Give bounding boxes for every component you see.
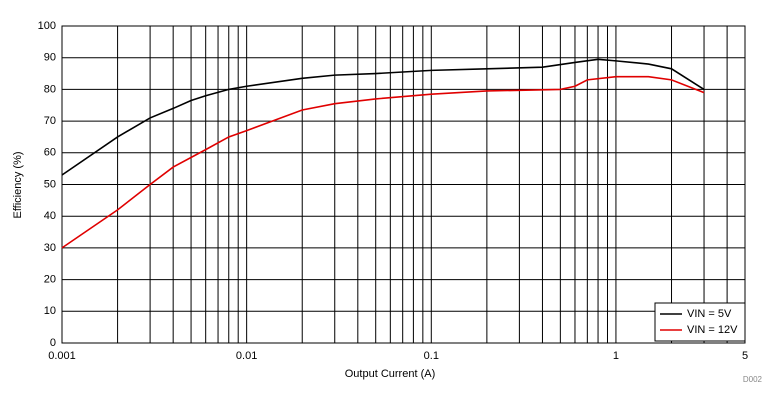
y-tick-label: 80	[44, 83, 56, 95]
legend-box	[654, 302, 746, 342]
legend-label: VIN = 5V	[687, 308, 732, 320]
y-tick-label: 0	[50, 337, 56, 349]
y-tick-label: 90	[44, 52, 56, 64]
y-tick-label: 10	[44, 305, 56, 317]
x-axis-label: Output Current (A)	[345, 368, 435, 380]
plot-border	[61, 25, 746, 344]
x-tick-label: 0.1	[424, 350, 439, 362]
y-tick-label: 100	[38, 20, 56, 32]
y-tick-label: 60	[44, 147, 56, 159]
y-tick-label: 40	[44, 210, 56, 222]
y-tick-label: 70	[44, 115, 56, 127]
series-line	[61, 58, 705, 176]
legend-label: VIN = 12V	[687, 324, 738, 336]
y-tick-label: 20	[44, 274, 56, 286]
y-tick-label: 30	[44, 242, 56, 254]
x-tick-label: 0.001	[48, 350, 76, 362]
x-tick-label: 5	[742, 350, 748, 362]
note: D002	[743, 375, 763, 384]
series-line	[61, 75, 705, 249]
x-tick-label: 0.01	[236, 350, 257, 362]
x-tick-label: 1	[613, 350, 619, 362]
y-tick-label: 50	[44, 178, 56, 190]
y-axis-label: Efficiency (%)	[12, 151, 24, 218]
